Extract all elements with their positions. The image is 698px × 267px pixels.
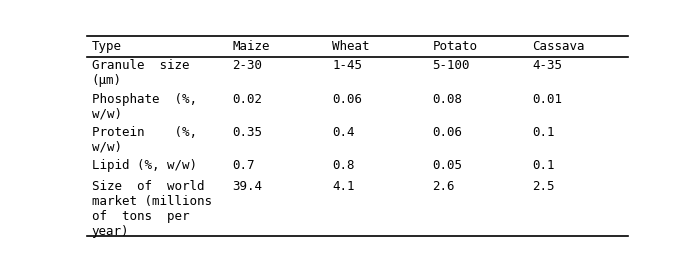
Text: 1-45: 1-45 xyxy=(332,60,362,72)
Text: 2-30: 2-30 xyxy=(232,60,262,72)
Text: Size  of  world
market (millions
of  tons  per
year): Size of world market (millions of tons p… xyxy=(91,180,211,238)
Text: 2.5: 2.5 xyxy=(533,180,555,193)
Text: 0.1: 0.1 xyxy=(533,159,555,172)
Text: 4.1: 4.1 xyxy=(332,180,355,193)
Text: Wheat: Wheat xyxy=(332,40,370,53)
Text: 0.02: 0.02 xyxy=(232,93,262,106)
Text: 0.05: 0.05 xyxy=(432,159,462,172)
Text: 39.4: 39.4 xyxy=(232,180,262,193)
Text: Lipid (%, w/w): Lipid (%, w/w) xyxy=(91,159,197,172)
Text: Granule  size
(μm): Granule size (μm) xyxy=(91,60,189,88)
Text: 0.08: 0.08 xyxy=(432,93,462,106)
Text: 5-100: 5-100 xyxy=(432,60,470,72)
Text: Phosphate  (%,
w/w): Phosphate (%, w/w) xyxy=(91,93,197,121)
Text: Type: Type xyxy=(91,40,121,53)
Text: Potato: Potato xyxy=(432,40,477,53)
Text: 0.8: 0.8 xyxy=(332,159,355,172)
Text: Maize: Maize xyxy=(232,40,269,53)
Text: 0.06: 0.06 xyxy=(332,93,362,106)
Text: Cassava: Cassava xyxy=(533,40,585,53)
Text: 0.35: 0.35 xyxy=(232,126,262,139)
Text: 0.4: 0.4 xyxy=(332,126,355,139)
Text: 0.01: 0.01 xyxy=(533,93,563,106)
Text: 0.06: 0.06 xyxy=(432,126,462,139)
Text: 2.6: 2.6 xyxy=(432,180,455,193)
Text: 0.7: 0.7 xyxy=(232,159,255,172)
Text: 0.1: 0.1 xyxy=(533,126,555,139)
Text: Protein    (%,
w/w): Protein (%, w/w) xyxy=(91,126,197,154)
Text: 4-35: 4-35 xyxy=(533,60,563,72)
